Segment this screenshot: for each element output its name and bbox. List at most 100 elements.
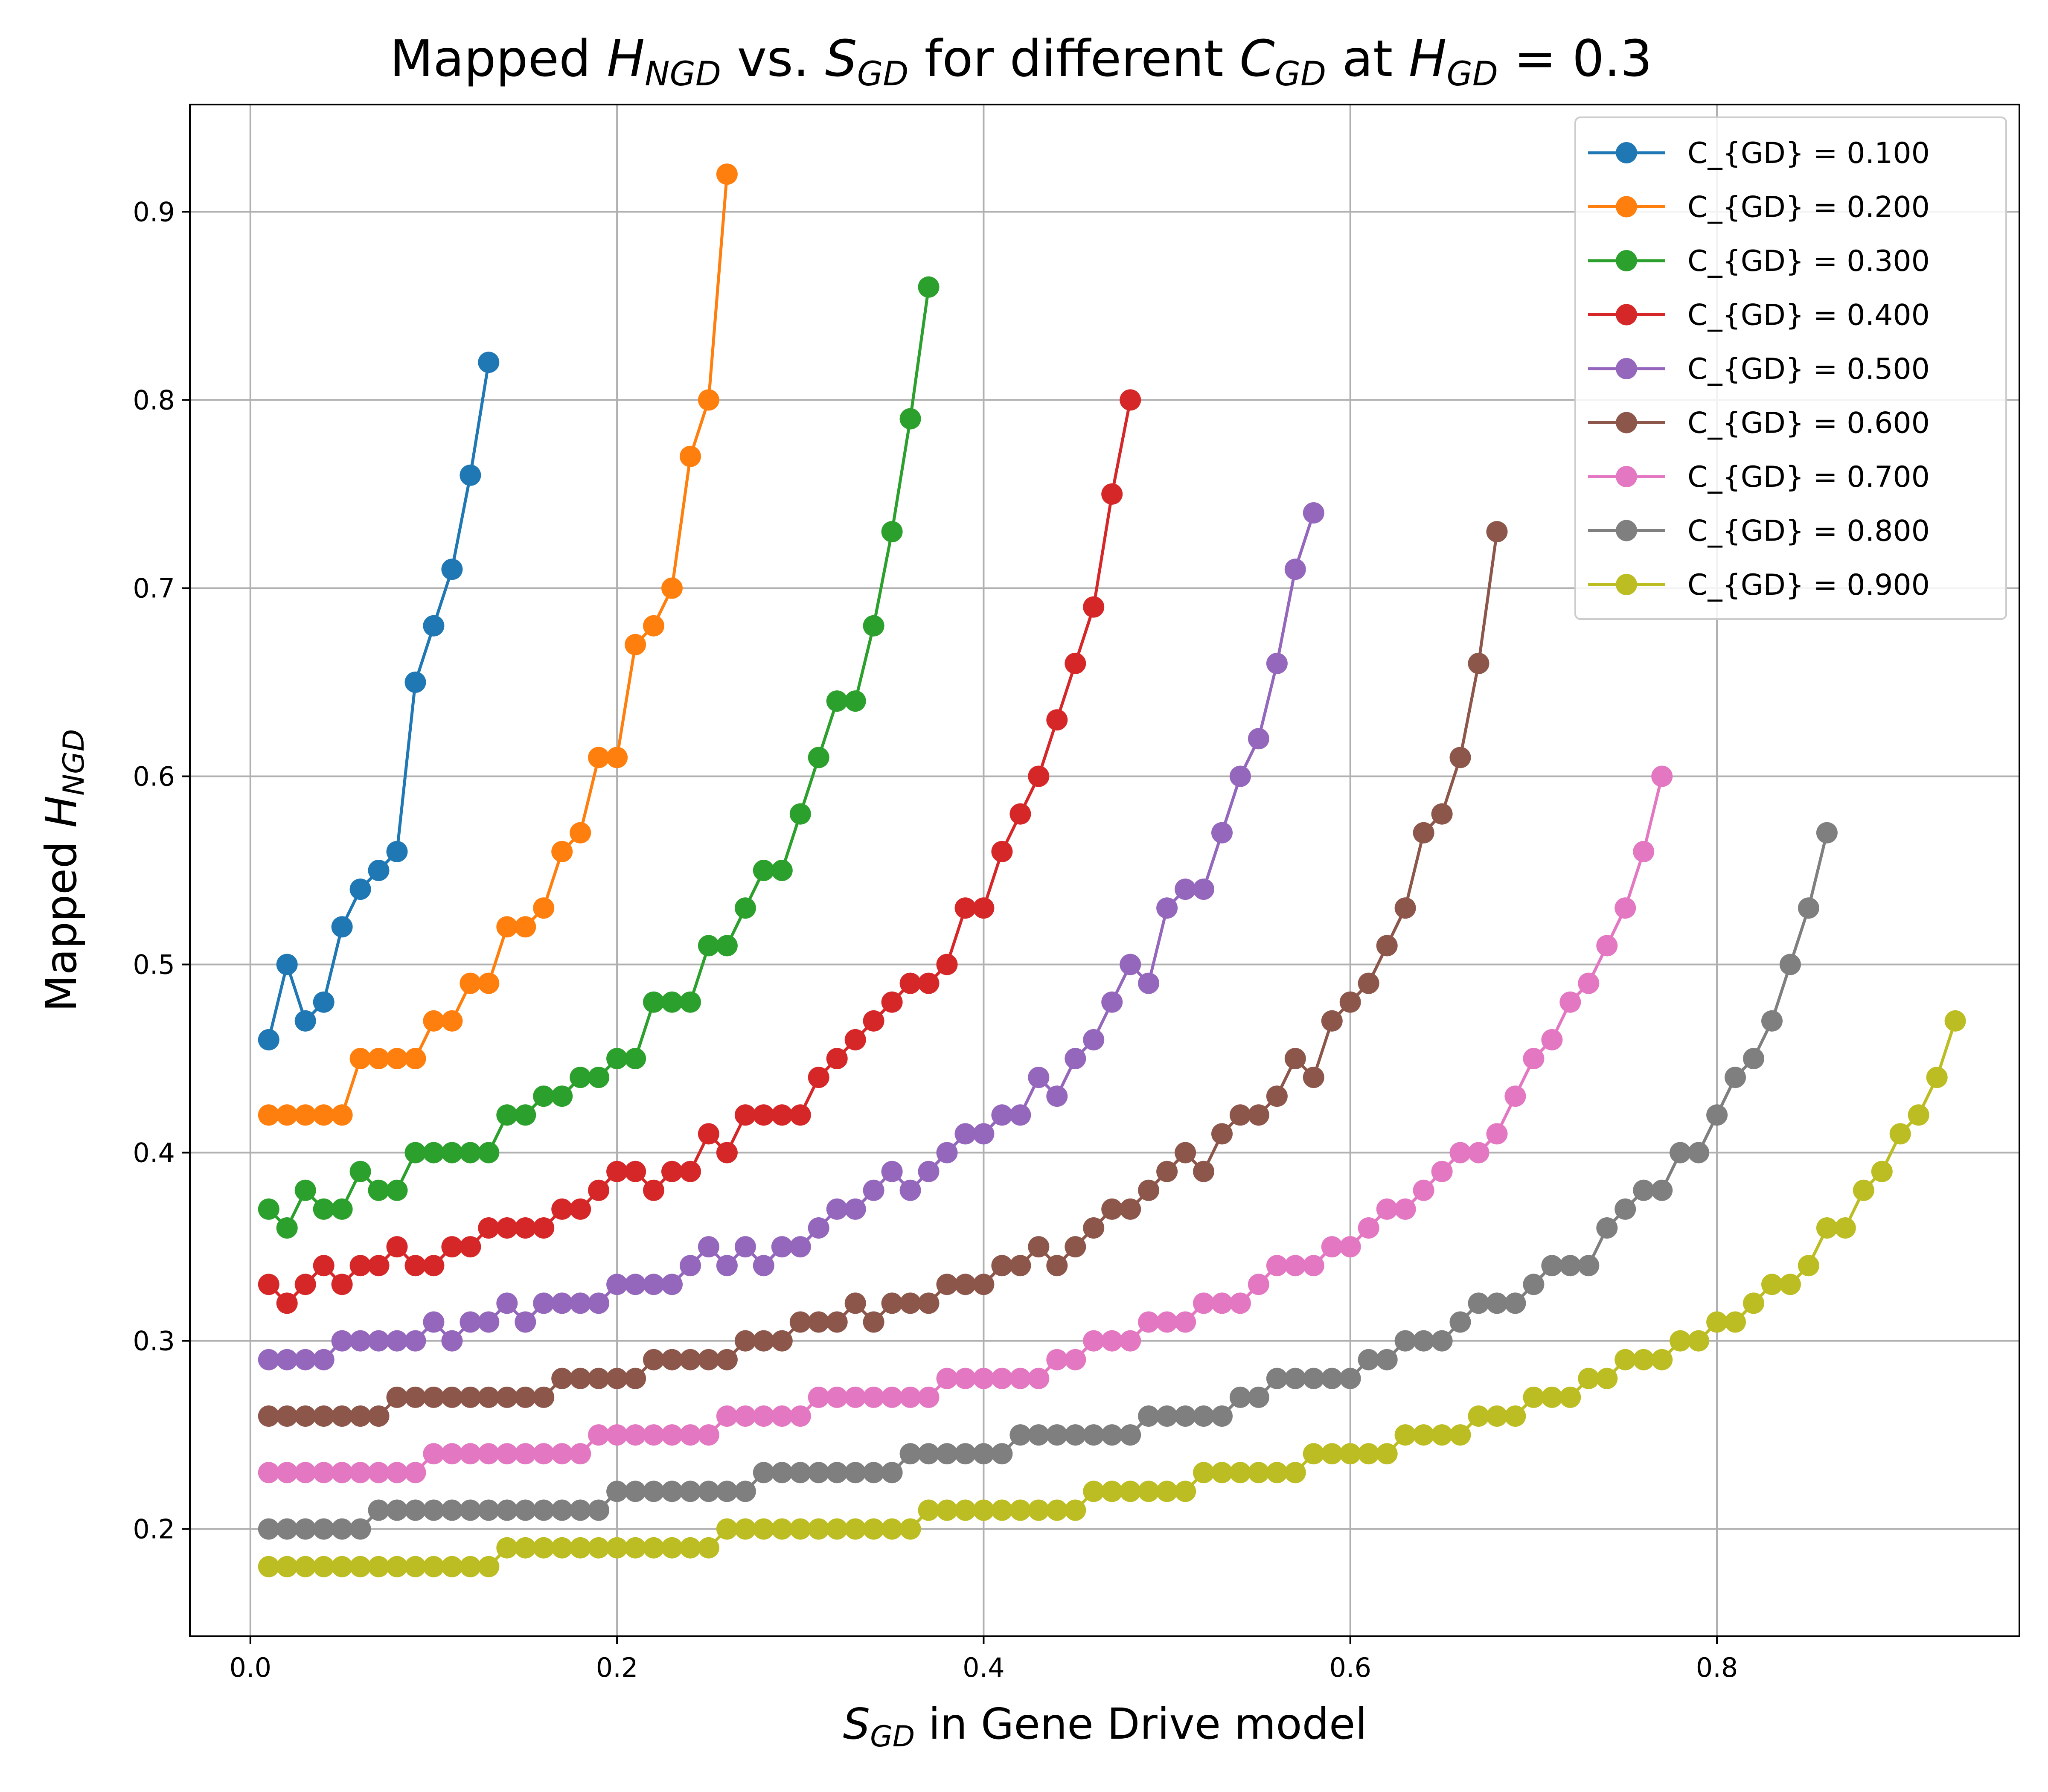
- data-point: [331, 1462, 353, 1484]
- data-point: [1156, 1311, 1178, 1333]
- data-point: [1303, 1067, 1324, 1088]
- data-point: [863, 615, 884, 637]
- data-point: [1138, 1179, 1160, 1201]
- legend-label: C_{GD} = 0.500: [1687, 352, 1930, 386]
- data-point: [331, 916, 353, 938]
- data-point: [771, 1104, 793, 1126]
- data-point: [661, 577, 683, 599]
- data-point: [936, 1499, 958, 1521]
- data-point: [808, 1067, 829, 1088]
- data-point: [294, 1010, 316, 1032]
- data-point: [331, 1330, 353, 1352]
- data-point: [918, 1499, 940, 1521]
- data-point: [1229, 1462, 1251, 1484]
- data-point: [1816, 822, 1838, 844]
- series-3: [258, 276, 940, 1239]
- data-point: [1633, 841, 1655, 862]
- data-point: [533, 1443, 555, 1465]
- data-point: [899, 1443, 921, 1465]
- data-point: [1816, 1217, 1838, 1239]
- data-point: [1394, 1330, 1416, 1352]
- data-point: [460, 1236, 481, 1258]
- series-6: [258, 521, 1508, 1427]
- data-point: [734, 1330, 756, 1352]
- data-point: [918, 1292, 940, 1314]
- data-point: [349, 1330, 371, 1352]
- data-point: [643, 991, 664, 1013]
- data-point: [918, 276, 940, 298]
- data-point: [1248, 1386, 1269, 1408]
- data-point: [386, 1386, 408, 1408]
- data-point: [515, 1537, 536, 1559]
- data-point: [1101, 991, 1123, 1013]
- data-point: [1101, 1424, 1123, 1446]
- data-point: [1028, 1367, 1050, 1389]
- x-axis-label: SGD in Gene Drive model: [843, 1699, 1367, 1754]
- data-point: [1541, 1386, 1563, 1408]
- data-point: [1266, 652, 1288, 674]
- data-point: [661, 1424, 683, 1446]
- data-point: [643, 1179, 664, 1201]
- data-point: [1065, 1424, 1086, 1446]
- data-point: [1486, 1405, 1508, 1427]
- data-point: [1138, 1405, 1160, 1427]
- data-point: [643, 1537, 664, 1559]
- data-point: [276, 1217, 298, 1239]
- data-point: [1156, 1405, 1178, 1427]
- data-point: [1120, 389, 1141, 411]
- data-point: [1266, 1255, 1288, 1277]
- data-point: [1486, 521, 1508, 543]
- data-point: [661, 1349, 683, 1370]
- data-point: [1193, 879, 1214, 900]
- data-point: [258, 1405, 279, 1427]
- data-point: [258, 1556, 279, 1577]
- data-point: [734, 1518, 756, 1540]
- data-point: [551, 841, 573, 862]
- data-point: [1706, 1311, 1728, 1333]
- legend: C_{GD} = 0.100 C_{GD} = 0.200 C_{GD} = 0.3…: [1574, 116, 2007, 620]
- data-point: [496, 1104, 518, 1126]
- data-point: [368, 1499, 390, 1521]
- data-point: [478, 1556, 500, 1577]
- data-point: [1156, 897, 1178, 919]
- data-point: [1028, 1067, 1050, 1088]
- data-point: [1120, 1481, 1141, 1502]
- data-point: [1504, 1405, 1526, 1427]
- data-point: [844, 1198, 866, 1220]
- data-point: [313, 1349, 335, 1370]
- data-point: [294, 1405, 316, 1427]
- data-point: [1431, 1161, 1453, 1182]
- data-point: [954, 897, 976, 919]
- data-point: [1486, 1292, 1508, 1314]
- data-point: [1394, 897, 1416, 919]
- data-point: [753, 1330, 774, 1352]
- data-point: [258, 1104, 279, 1126]
- legend-label: C_{GD} = 0.900: [1687, 568, 1930, 602]
- data-point: [423, 1386, 445, 1408]
- data-point: [1229, 1386, 1251, 1408]
- legend-marker-swatch: [1616, 304, 1637, 326]
- data-point: [771, 1518, 793, 1540]
- data-point: [1413, 1330, 1434, 1352]
- data-point: [1028, 1236, 1050, 1258]
- data-point: [698, 1537, 719, 1559]
- data-point: [844, 1292, 866, 1314]
- data-point: [734, 897, 756, 919]
- data-point: [570, 1198, 591, 1220]
- data-point: [771, 1462, 793, 1484]
- legend-label: C_{GD} = 0.300: [1687, 244, 1930, 278]
- data-point: [313, 1518, 335, 1540]
- data-point: [826, 1048, 848, 1069]
- y-tick-label: 0.3: [133, 1326, 175, 1357]
- data-point: [551, 1499, 573, 1521]
- data-point: [1468, 652, 1489, 674]
- data-point: [441, 559, 463, 580]
- data-point: [881, 1462, 903, 1484]
- data-point: [826, 1311, 848, 1333]
- data-point: [716, 1255, 738, 1277]
- data-point: [1046, 1499, 1068, 1521]
- data-point: [460, 464, 481, 486]
- data-point: [588, 1292, 610, 1314]
- data-point: [899, 1179, 921, 1201]
- data-point: [570, 822, 591, 844]
